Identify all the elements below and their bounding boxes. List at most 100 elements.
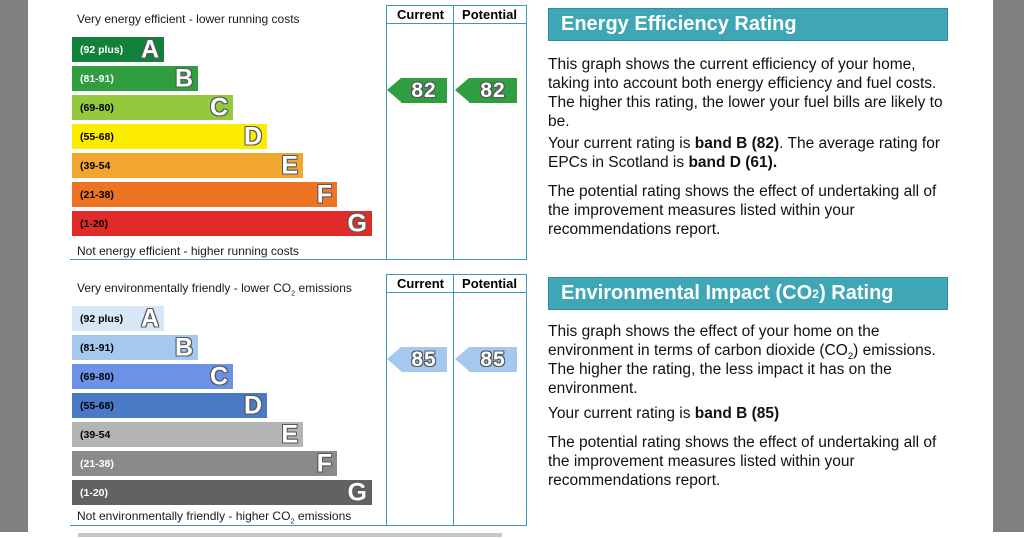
band-letter: E bbox=[281, 420, 298, 448]
co2-band-c: (69-80) C bbox=[72, 364, 233, 389]
co2-panel-paragraph-2: Your current rating is band B (85) bbox=[548, 404, 952, 423]
band-range-label: (69-80) bbox=[80, 101, 114, 114]
paragraph-subscript: 2 bbox=[847, 351, 854, 363]
next-page-edge bbox=[78, 533, 502, 537]
band-range-label: (69-80) bbox=[80, 370, 114, 383]
co2-band-b: (81-91) B bbox=[72, 335, 198, 360]
band-letter: F bbox=[316, 449, 332, 477]
average-rating-text: band D (61). bbox=[688, 154, 778, 171]
energy-band-b: (81-91) B bbox=[72, 66, 198, 91]
energy-panel-paragraph-3: The potential rating shows the effect of… bbox=[548, 183, 937, 238]
current-rating-text: band B (85) bbox=[694, 405, 780, 422]
band-range-label: (1-20) bbox=[80, 486, 109, 499]
arrow-left-icon bbox=[387, 347, 401, 371]
table-border bbox=[386, 5, 527, 7]
energy-band-g: (1-20) G bbox=[72, 211, 372, 236]
band-letter: D bbox=[243, 391, 262, 419]
band-letter: D bbox=[243, 122, 262, 150]
page-margin-left bbox=[0, 0, 28, 532]
panel-title-text: Environmental Impact (CO bbox=[561, 282, 813, 304]
table-border bbox=[70, 525, 527, 527]
band-letter: F bbox=[316, 180, 332, 208]
table-border bbox=[386, 292, 527, 294]
band-range-label: (55-68) bbox=[80, 130, 114, 143]
energy-band-f: (21-38) F bbox=[72, 182, 337, 207]
energy-band-a: (92 plus) A bbox=[72, 37, 164, 62]
panel-title-text: Energy Efficiency Rating bbox=[561, 13, 797, 35]
band-letter: G bbox=[347, 478, 367, 506]
co2-panel-paragraph-3: The potential rating shows the effect of… bbox=[548, 434, 937, 489]
energy-band-c: (69-80) C bbox=[72, 95, 233, 120]
energy-potential-value: 82 bbox=[480, 78, 506, 102]
energy-panel-paragraph-2: Your current rating is band B (82). The … bbox=[548, 134, 952, 172]
chart-caption-top: Very environmentally friendly - lower CO… bbox=[77, 281, 352, 298]
band-letter: B bbox=[174, 333, 193, 361]
current-column-header: Current bbox=[397, 276, 444, 291]
energy-current-value: 82 bbox=[411, 78, 437, 102]
paragraph-text: Your current rating is bbox=[548, 135, 695, 152]
paragraph-text: . The average rating for EPCs in Scotlan… bbox=[548, 135, 941, 171]
energy-potential-rating-marker: 82 bbox=[455, 78, 517, 103]
band-letter: G bbox=[347, 209, 367, 237]
co2-panel-title: Environmental Impact (CO 2) Rating bbox=[548, 277, 948, 310]
energy-panel-paragraph-1: This graph shows the current efficiency … bbox=[548, 56, 943, 130]
band-range-label: (21-38) bbox=[80, 457, 114, 470]
current-rating-text: band B (82) bbox=[694, 135, 780, 152]
arrow-left-icon bbox=[455, 78, 469, 102]
band-range-label: (39-54 bbox=[80, 159, 111, 172]
band-letter: B bbox=[174, 64, 193, 92]
band-range-label: (81-91) bbox=[80, 341, 114, 354]
band-range-label: (39-54 bbox=[80, 428, 111, 441]
panel-title-text: ) Rating bbox=[819, 282, 894, 304]
table-border bbox=[70, 259, 527, 261]
band-range-label: (21-38) bbox=[80, 188, 114, 201]
caption-text: Very environmentally friendly - lower CO bbox=[77, 281, 292, 295]
band-range-label: (92 plus) bbox=[80, 312, 124, 325]
caption-subscript: 2 bbox=[291, 288, 296, 298]
arrow-left-icon bbox=[387, 78, 401, 102]
band-range-label: (1-20) bbox=[80, 217, 109, 230]
co2-current-rating-marker: 85 bbox=[387, 347, 447, 372]
table-border bbox=[386, 23, 527, 25]
co2-current-value: 85 bbox=[411, 347, 437, 371]
chart-caption-bottom: Not energy efficient - higher running co… bbox=[77, 244, 299, 258]
page-margin-right bbox=[993, 0, 1024, 532]
energy-band-e: (39-54 E bbox=[72, 153, 303, 178]
band-letter: A bbox=[140, 35, 159, 63]
band-letter: E bbox=[281, 151, 298, 179]
current-column-header: Current bbox=[397, 7, 444, 22]
energy-panel-title: Energy Efficiency Rating bbox=[548, 8, 948, 41]
chart-caption-top: Very energy efficient - lower running co… bbox=[77, 12, 300, 26]
caption-text: Not environmentally friendly - higher CO bbox=[77, 509, 291, 523]
co2-potential-value: 85 bbox=[480, 347, 506, 371]
table-border bbox=[526, 5, 528, 259]
band-letter: C bbox=[209, 93, 228, 121]
band-range-label: (81-91) bbox=[80, 72, 114, 85]
co2-band-g: (1-20) G bbox=[72, 480, 372, 505]
table-border bbox=[386, 274, 527, 276]
band-range-label: (92 plus) bbox=[80, 43, 124, 56]
chart-caption-bottom: Not environmentally friendly - higher CO… bbox=[77, 509, 351, 526]
paragraph-text: This graph shows the effect of your home… bbox=[548, 323, 880, 359]
band-letter: C bbox=[209, 362, 228, 390]
co2-band-e: (39-54 E bbox=[72, 422, 303, 447]
band-letter: A bbox=[140, 304, 159, 332]
table-border bbox=[526, 274, 528, 525]
table-border bbox=[453, 5, 455, 259]
paragraph-text: ) emissions. The higher the rating, the … bbox=[548, 342, 936, 397]
table-border bbox=[453, 274, 455, 525]
co2-band-d: (55-68) D bbox=[72, 393, 267, 418]
potential-column-header: Potential bbox=[462, 276, 517, 291]
table-border bbox=[386, 5, 388, 259]
caption-subscript: 2 bbox=[290, 516, 295, 526]
co2-band-f: (21-38) F bbox=[72, 451, 337, 476]
arrow-left-icon bbox=[455, 347, 469, 371]
paragraph-text: Your current rating is bbox=[548, 405, 695, 422]
energy-current-rating-marker: 82 bbox=[387, 78, 447, 103]
energy-band-d: (55-68) D bbox=[72, 124, 267, 149]
potential-column-header: Potential bbox=[462, 7, 517, 22]
band-range-label: (55-68) bbox=[80, 399, 114, 412]
caption-text: emissions bbox=[295, 281, 352, 295]
co2-potential-rating-marker: 85 bbox=[455, 347, 517, 372]
co2-panel-paragraph-1: This graph shows the effect of your home… bbox=[548, 322, 952, 398]
